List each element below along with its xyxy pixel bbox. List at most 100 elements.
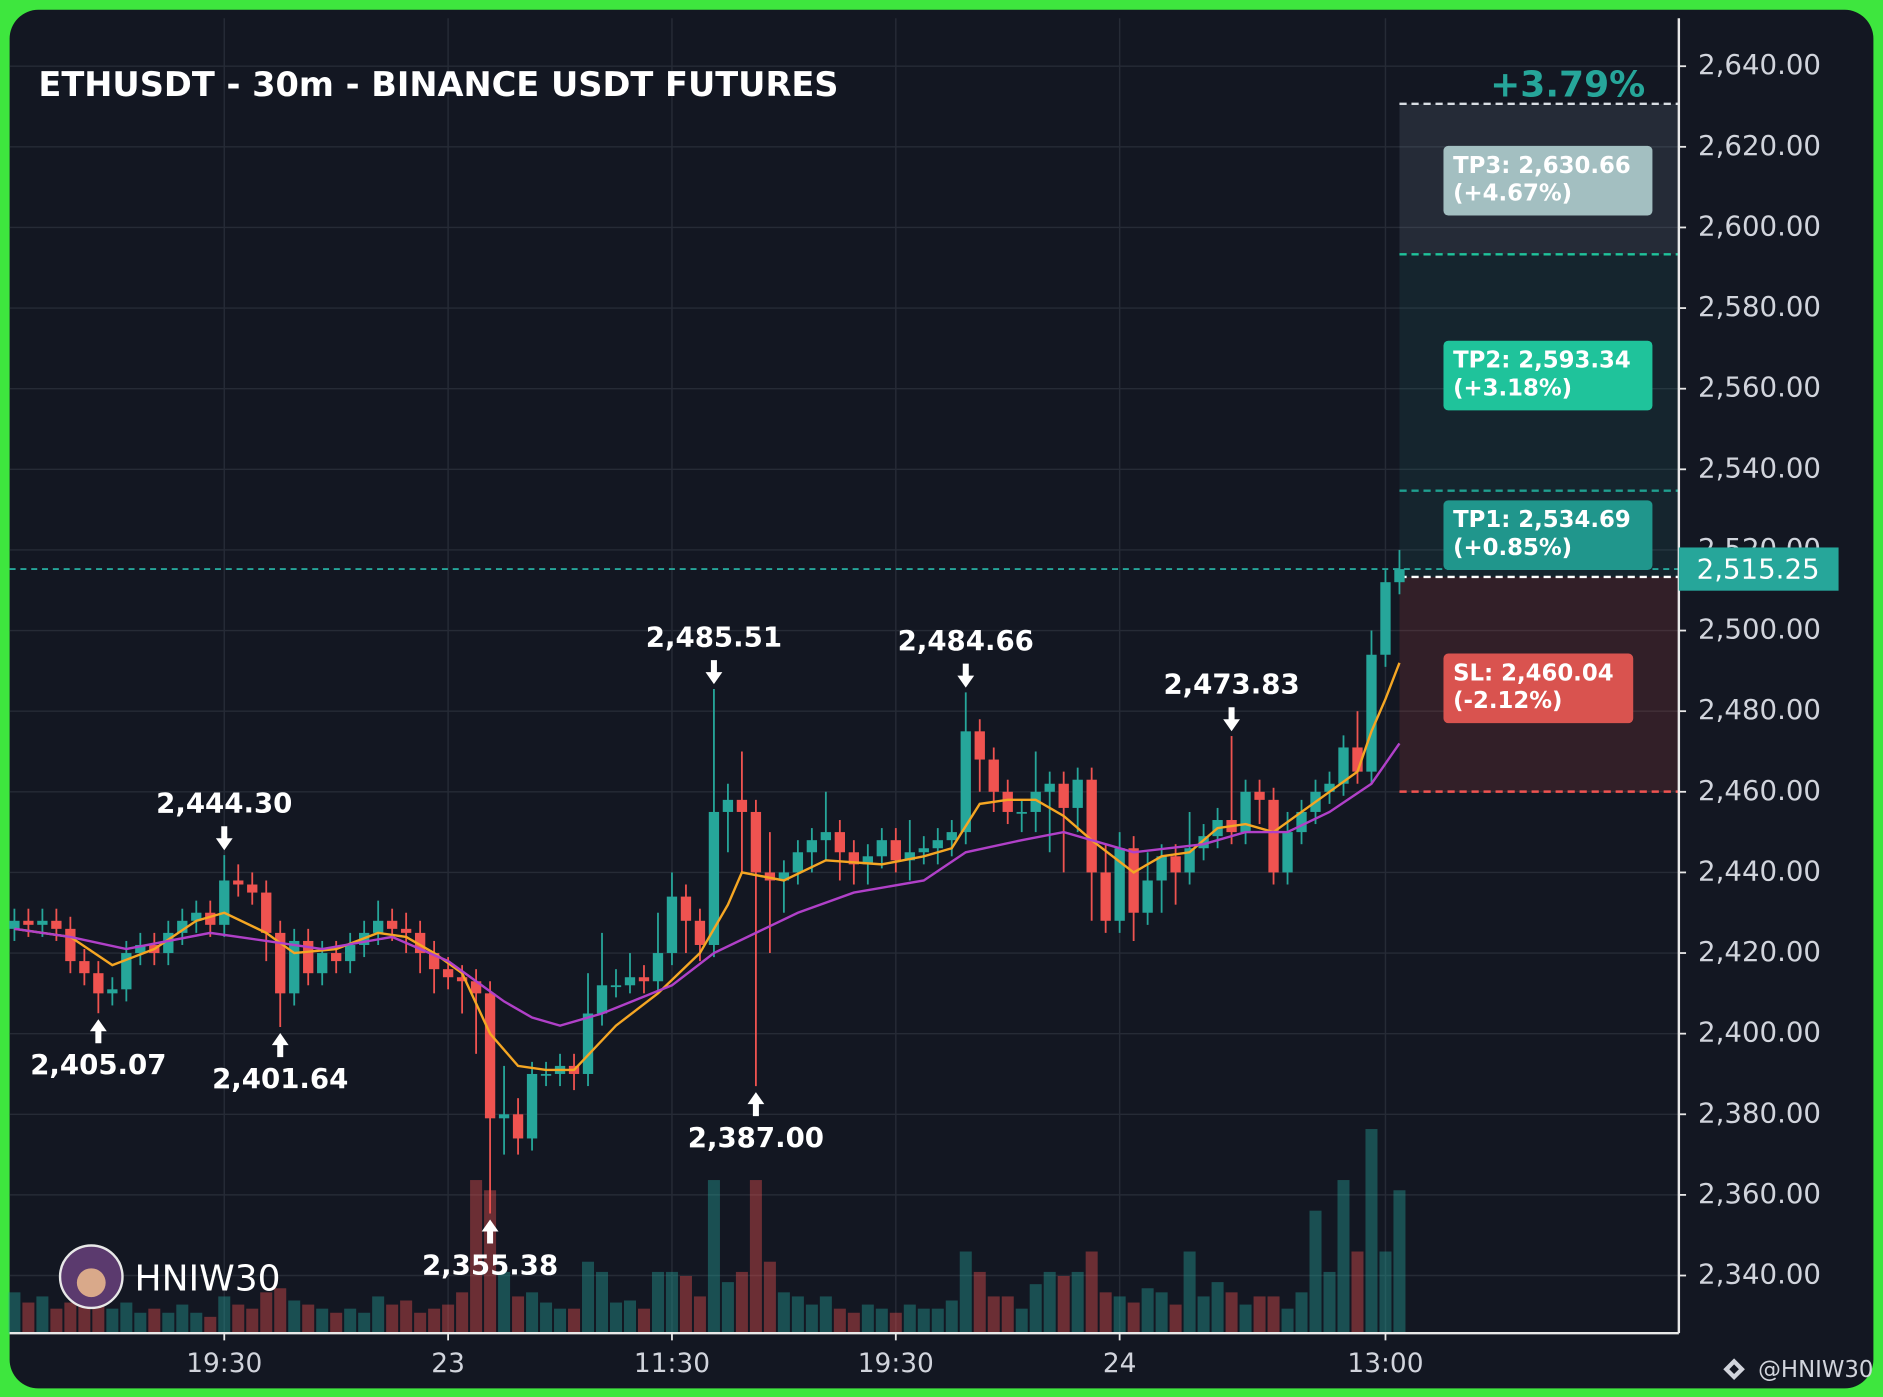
candle-body <box>456 977 468 982</box>
candle-body <box>932 840 943 849</box>
volume-bar <box>623 1300 636 1334</box>
volume-bar <box>176 1304 189 1334</box>
volume-bar <box>1295 1292 1308 1334</box>
last-price-label: 2,515.25 <box>1697 552 1820 585</box>
credit: @HNIW30 <box>1758 1357 1873 1383</box>
volume-bar <box>777 1292 790 1334</box>
annotation-arrow <box>271 1033 289 1058</box>
volume-bar <box>288 1300 301 1334</box>
volume-bar <box>1001 1296 1014 1334</box>
candle-body <box>65 928 76 962</box>
x-tick-label: 13:00 <box>1347 1348 1423 1379</box>
candle-body <box>694 920 706 945</box>
volume-bar <box>1379 1251 1392 1334</box>
candle-body <box>918 848 929 853</box>
candle-body <box>764 872 776 881</box>
level-note: (+4.67%) <box>1453 180 1572 206</box>
volume-bar <box>190 1312 203 1334</box>
candle-body <box>303 940 314 974</box>
volume-bar <box>749 1180 762 1334</box>
volume-bar <box>134 1312 147 1334</box>
x-tick-label: 19:30 <box>186 1348 262 1379</box>
volume-bar <box>1393 1190 1406 1334</box>
candle-body <box>848 852 859 865</box>
candle-body <box>1352 747 1363 772</box>
volume-bar <box>1365 1129 1378 1334</box>
candle-body <box>1170 856 1181 873</box>
volume-bar <box>120 1302 133 1334</box>
volume-bar <box>442 1304 455 1334</box>
candle-body <box>205 912 216 925</box>
candle-body <box>974 731 985 760</box>
level-box <box>1443 340 1653 411</box>
candle-body <box>498 1114 510 1119</box>
candle-body <box>1030 791 1041 812</box>
volume-bar <box>456 1292 469 1334</box>
volume-bar <box>162 1312 175 1334</box>
volume-bar <box>1085 1251 1098 1334</box>
candle-body <box>191 912 202 921</box>
y-tick-label: 2,480.00 <box>1698 693 1821 726</box>
candle-body <box>582 1013 594 1074</box>
volume-bar <box>1267 1296 1280 1334</box>
volume-bar <box>721 1282 734 1334</box>
candle-body <box>177 920 188 933</box>
volume-bar <box>498 1271 511 1334</box>
annotation-label: 2,401.64 <box>212 1062 348 1095</box>
y-tick-label: 2,460.00 <box>1698 774 1821 807</box>
volume-bar <box>791 1296 804 1334</box>
candle-body <box>806 840 818 853</box>
y-tick-label: 2,560.00 <box>1698 371 1821 404</box>
avatar-face <box>76 1268 106 1298</box>
volume-bar <box>260 1292 273 1334</box>
level-note: (+3.18%) <box>1453 375 1572 401</box>
volume-bar <box>973 1271 986 1334</box>
candle-body <box>680 896 692 921</box>
volume-bar <box>274 1288 287 1334</box>
candle-body <box>1142 880 1153 913</box>
candle-body <box>778 872 790 881</box>
volume-bar <box>1197 1296 1210 1334</box>
volume-bar <box>64 1302 77 1334</box>
volume-bar <box>903 1304 916 1334</box>
candle-body <box>484 993 496 1119</box>
volume-bar <box>470 1180 483 1334</box>
y-tick-label: 2,440.00 <box>1698 854 1821 887</box>
volume-bar <box>1113 1296 1126 1334</box>
candle-body <box>1086 779 1097 873</box>
candle-body <box>610 985 622 988</box>
volume-bar <box>78 1304 91 1334</box>
volume-bar <box>861 1304 874 1334</box>
volume-bar <box>1015 1308 1028 1334</box>
annotation-arrow <box>89 1019 107 1044</box>
volume-bar <box>302 1304 315 1334</box>
volume-bar <box>1141 1288 1154 1334</box>
volume-bar <box>651 1271 664 1334</box>
volume-bar <box>106 1308 119 1334</box>
y-tick-label: 2,400.00 <box>1698 1016 1821 1049</box>
annotation-arrow <box>215 826 233 851</box>
candle-body <box>1184 848 1195 873</box>
annotation-arrow <box>957 663 975 688</box>
annotation-arrow <box>1223 707 1240 732</box>
level-box <box>1443 500 1653 570</box>
candle-body <box>135 944 146 954</box>
volume-bar <box>1183 1251 1196 1334</box>
volume-bar <box>679 1276 692 1334</box>
candle-body <box>317 953 328 974</box>
volume-bar <box>1309 1210 1322 1334</box>
volume-bar <box>204 1316 217 1334</box>
last-price-tag <box>1678 547 1839 591</box>
candle-body <box>1072 779 1083 808</box>
volume-bar <box>1239 1304 1252 1334</box>
volume-bar <box>372 1296 385 1334</box>
volume-bar <box>232 1304 245 1334</box>
candle-body <box>1128 848 1139 913</box>
volume-bar <box>1127 1302 1140 1334</box>
level-label: TP1: 2,534.69 <box>1453 507 1631 533</box>
volume-bar <box>218 1296 231 1334</box>
x-tick-label: 23 <box>431 1348 465 1379</box>
y-tick-label: 2,340.00 <box>1698 1258 1821 1291</box>
